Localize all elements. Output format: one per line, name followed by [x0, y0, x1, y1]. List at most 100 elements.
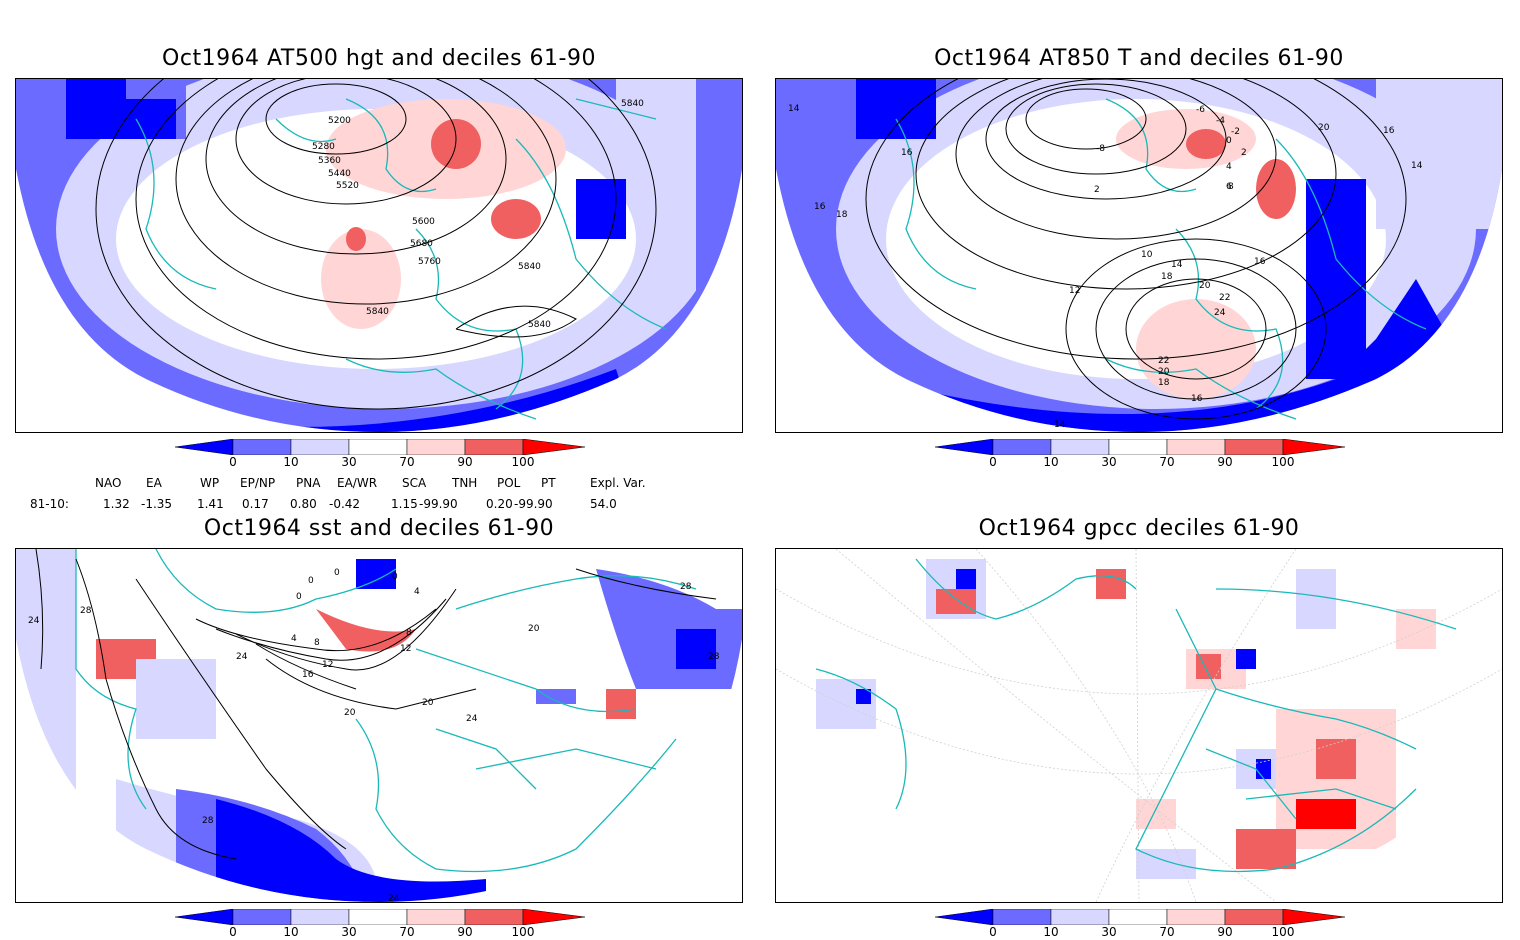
contour-label: 4 — [291, 634, 297, 644]
colorbar-tick: 100 — [511, 925, 535, 939]
colorbar-swatches — [934, 438, 1346, 456]
contour-label: 28 — [680, 582, 692, 592]
contour-label: 8 — [314, 638, 320, 648]
panel-title-at850: Oct1964 AT850 T and deciles 61-90 — [934, 46, 1344, 71]
map-panel-sst: 24 28 0 0 0 0 4 4 8 8 12 12 16 20 20 20 … — [15, 548, 743, 903]
index-value: 0.80 — [290, 497, 317, 511]
contour-label: 5600 — [412, 217, 435, 227]
contour-label: 24 — [466, 714, 478, 724]
index-header: EP/NP — [240, 476, 276, 490]
contour-label: 20 — [422, 698, 434, 708]
contour-label: 0 — [334, 568, 340, 578]
contour-label: 14 — [1411, 161, 1423, 171]
contour-label: 5440 — [328, 169, 351, 179]
contour-label: 12 — [400, 644, 411, 654]
colorbar-tick: 90 — [1217, 925, 1233, 939]
contour-label: 24 — [236, 652, 248, 662]
colorbar-tick: 10 — [283, 455, 299, 469]
index-value: 1.41 — [197, 497, 224, 511]
index-value: 0.20 — [486, 497, 513, 511]
contour-label: 0 — [308, 576, 314, 586]
contour-label: 20 — [344, 708, 356, 718]
index-value: 54.0 — [590, 497, 617, 511]
contour-label: 5360 — [318, 156, 341, 166]
colorbar-tick: 0 — [989, 925, 997, 939]
contour-label: 14 — [788, 104, 800, 114]
colorbar-tick: 90 — [457, 925, 473, 939]
contour-label: 22 — [1219, 293, 1230, 303]
colorbar-tick: 10 — [1043, 925, 1059, 939]
colorbar-top-left: 0 10 30 70 90 100 — [174, 438, 586, 473]
index-value: -0.42 — [329, 497, 361, 511]
index-value: -99.90 — [514, 497, 553, 511]
colorbar-tick: 100 — [1271, 455, 1295, 469]
colorbar-tick: 0 — [989, 455, 997, 469]
contour-label: 28 — [202, 816, 214, 826]
map-panel-at500: 5200 5280 5360 5440 5520 5600 5680 5760 … — [15, 78, 743, 433]
contour-label: 14 — [1054, 420, 1066, 430]
colorbar-tick: 90 — [457, 455, 473, 469]
contour-label: 16 — [814, 202, 826, 212]
contour-label: 12 — [322, 660, 333, 670]
index-header: TNH — [452, 476, 478, 490]
index-header: EA/WR — [337, 476, 378, 490]
contour-label: 0 — [296, 592, 302, 602]
map-panel-at850: 14 16 16 18 20 16 14 -6 -4 -2 0 2 4 6 10… — [775, 78, 1503, 433]
contour-label: 6 — [1226, 182, 1232, 192]
contour-label: 16 — [901, 148, 913, 158]
contour-label: 16 — [1383, 126, 1395, 136]
colorbar-swatches — [174, 908, 586, 926]
contour-label: 5280 — [312, 142, 335, 152]
contour-label: 5840 — [528, 320, 551, 330]
panel-title-gpcc: Oct1964 gpcc deciles 61-90 — [978, 516, 1300, 541]
index-value: 1.15 — [391, 497, 418, 511]
index-value: -1.35 — [141, 497, 173, 511]
colorbar-tick: 90 — [1217, 455, 1233, 469]
index-value: -99.90 — [419, 497, 458, 511]
contour-label: 12 — [1069, 286, 1080, 296]
contour-label: 28 — [80, 606, 92, 616]
colorbar-top-right: 0 10 30 70 90 100 — [934, 438, 1346, 473]
index-header: PT — [541, 476, 556, 490]
index-header: Expl. Var. — [590, 476, 646, 490]
colorbar-tick: 10 — [1043, 455, 1059, 469]
index-header: NAO — [95, 476, 122, 490]
colorbar-tick: 30 — [341, 455, 357, 469]
contour-label: 16 — [1254, 257, 1266, 267]
map-panel-gpcc — [775, 548, 1503, 903]
teleconnection-indices: NAO EA WP EP/NP PNA EA/WR SCA TNH POL PT… — [0, 474, 760, 514]
contour-label: 18 — [1161, 272, 1173, 282]
contour-label: 5840 — [621, 99, 644, 109]
colorbar-bottom-left: 0 10 30 70 90 100 — [174, 908, 586, 939]
contour-label: 20 — [1318, 123, 1330, 133]
contour-label: 8 — [406, 628, 412, 638]
colorbar-tick: 0 — [229, 455, 237, 469]
contour-label: 16 — [302, 670, 314, 680]
contour-label: 8 — [1228, 182, 1234, 192]
index-header: PNA — [296, 476, 321, 490]
contour-label: 4 — [1226, 162, 1232, 172]
index-row-label: 81-10: — [30, 497, 69, 511]
colorbar-tick: 70 — [399, 925, 415, 939]
index-header: SCA — [402, 476, 427, 490]
index-header: WP — [200, 476, 220, 490]
contour-label: 24 — [388, 894, 400, 902]
colorbar-bottom-right: 0 10 30 70 90 100 — [934, 908, 1346, 939]
index-header: POL — [497, 476, 521, 490]
contour-label: 22 — [1158, 356, 1169, 366]
colorbar-tick: 70 — [399, 455, 415, 469]
contour-label: 20 — [528, 624, 540, 634]
contour-label: 5680 — [410, 239, 433, 249]
colorbar-tick: 70 — [1159, 455, 1175, 469]
contour-label: 0 — [1226, 136, 1232, 146]
contour-label: -6 — [1196, 105, 1205, 115]
contour-label: 14 — [1171, 260, 1183, 270]
contour-label: 28 — [708, 652, 720, 662]
colorbar-tick: 0 — [229, 925, 237, 939]
index-header: EA — [146, 476, 162, 490]
contour-label: 5520 — [336, 181, 359, 191]
contour-label: 24 — [1214, 308, 1226, 318]
contour-label: 0 — [392, 572, 398, 582]
contour-label: -8 — [1096, 144, 1105, 154]
contour-label: 10 — [1141, 250, 1153, 260]
